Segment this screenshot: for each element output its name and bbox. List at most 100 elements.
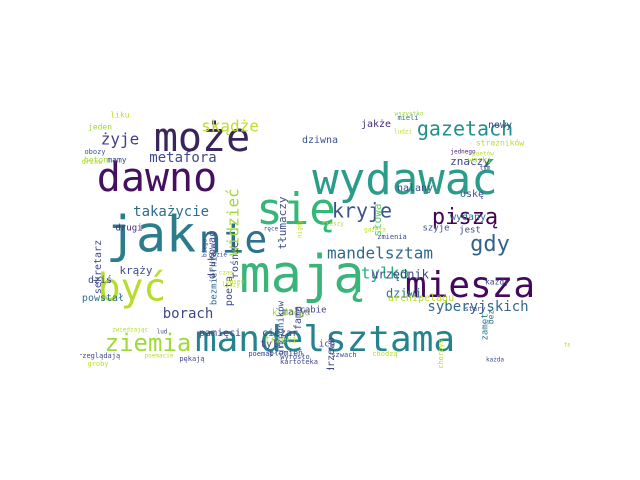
cloud-word: wydawać <box>312 154 497 205</box>
cloud-word: metafora <box>149 150 216 166</box>
cloud-word: nie <box>199 218 268 262</box>
cloud-word: poemacie <box>145 353 174 360</box>
cloud-word: piszą <box>432 205 498 230</box>
cloud-word: gdy <box>470 232 510 257</box>
cloud-word: gazeta <box>364 227 386 234</box>
cloud-word: drzewo <box>326 337 337 370</box>
cloud-word: drukować <box>206 231 218 279</box>
cloud-word: gdzie <box>209 252 227 259</box>
cloud-word: drzew <box>81 158 103 166</box>
cloud-word: bez <box>487 310 496 325</box>
cloud-word: mały <box>282 307 306 318</box>
cloud-word: mają <box>239 245 364 305</box>
cloud-word: miesza <box>405 265 535 306</box>
cloud-word: ich <box>319 340 335 350</box>
cloud-word: rąbie <box>299 306 326 316</box>
cloud-word: gazetach <box>417 117 513 141</box>
cloud-word: urzędnik <box>371 268 430 282</box>
cloud-word: dziwi <box>386 287 422 301</box>
cloud-word: tego <box>564 342 570 349</box>
cloud-word: groby <box>87 360 108 368</box>
cloud-word: stary <box>464 305 485 313</box>
cloud-word: dziwna <box>302 135 338 146</box>
cloud-word: zwiedzając <box>112 327 149 334</box>
cloud-word: życie <box>167 204 209 220</box>
cloud-word: znaczy <box>450 155 490 168</box>
cloud-word: liku <box>110 111 129 120</box>
cloud-word: dziś <box>88 274 112 286</box>
cloud-word: pamięci <box>199 328 241 339</box>
cloud-word: mieli <box>397 114 418 122</box>
cloud-word: kryje <box>332 199 392 223</box>
cloud-word: ziemia <box>105 329 192 357</box>
cloud-word: fama <box>293 306 304 330</box>
cloud-word: chodzą <box>372 350 397 358</box>
cloud-word: worki <box>468 156 492 165</box>
cloud-word: nalany <box>397 183 433 194</box>
cloud-word: jak <box>106 206 196 264</box>
cloud-word: zamęt <box>481 313 491 340</box>
cloud-word: trzeci <box>265 336 298 346</box>
cloud-word: rośnie <box>229 242 241 278</box>
cloud-word: archipelagu <box>388 293 454 304</box>
cloud-word: tłumaczy <box>276 196 289 249</box>
cloud-word: strażników <box>476 138 524 148</box>
cloud-word: żyje <box>101 130 140 149</box>
cloud-word: oskę <box>460 189 484 200</box>
cloud-word: urzędników <box>276 300 287 355</box>
cloud-word: nowy <box>488 120 512 131</box>
cloud-word: każda <box>486 357 504 364</box>
cloud-word: liczy <box>222 282 240 289</box>
cloud-word: ogień <box>226 279 244 286</box>
cloud-word: skądże <box>201 117 259 136</box>
cloud-word: mamy <box>107 156 126 165</box>
cloud-word: poemat <box>248 350 273 358</box>
cloud-word: drugi <box>115 224 142 234</box>
cloud-word: biegu <box>202 239 209 257</box>
cloud-word: tyle <box>260 339 284 350</box>
cloud-word: którego <box>272 308 310 319</box>
cloud-word: jeden <box>88 123 112 132</box>
cloud-word: zmienia <box>377 233 407 241</box>
cloud-word: tylko <box>361 264 409 283</box>
cloud-word: sekretarz <box>93 240 104 294</box>
cloud-word: dawno <box>97 155 217 201</box>
cloud-word: jakże <box>361 119 391 130</box>
cloud-word: poetą <box>224 276 235 306</box>
cloud-word: tym <box>480 165 491 172</box>
cloud-word: beton <box>84 156 108 165</box>
cloud-word: mandelsztama <box>195 319 455 360</box>
cloud-word: kartoteka <box>280 358 318 366</box>
cloud-word: ciężar <box>262 328 298 339</box>
cloud-word: krąży <box>119 264 152 277</box>
cloud-word: może <box>154 115 250 161</box>
cloud-word: jednego <box>450 149 476 156</box>
cloud-word: przeglądają <box>80 352 120 360</box>
cloud-word: jest <box>459 226 481 236</box>
cloud-word: wydany <box>450 212 486 223</box>
cloud-word: obozy <box>84 148 105 156</box>
cloud-word: ludzi <box>394 129 412 136</box>
cloud-word: bezmiernie <box>210 251 220 305</box>
cloud-word: powstał <box>82 293 124 304</box>
cloud-word: syberyjskich <box>427 299 528 315</box>
cloud-word: ręce <box>264 226 279 233</box>
cloud-word: słowa <box>371 203 384 236</box>
cloud-word: się <box>256 184 335 235</box>
cloud-word: cieszy <box>322 221 344 228</box>
cloud-word: wszystko <box>395 111 424 118</box>
cloud-word: borach <box>163 306 214 322</box>
cloud-word: widzieć <box>224 188 243 255</box>
cloud-word: każdy <box>485 278 509 287</box>
cloud-word: szyje <box>422 224 449 234</box>
cloud-word: płomień <box>269 349 303 358</box>
cloud-word: lud <box>157 329 168 336</box>
word-cloud: mają jak wydawać dawno się może być nie miesza ma… <box>80 100 570 371</box>
cloud-word: taka <box>133 204 167 220</box>
cloud-word: nigdy <box>297 220 304 238</box>
cloud-word: mandelsztam <box>327 244 433 263</box>
cloud-word: być <box>98 266 167 310</box>
cloud-word: wyrosło <box>280 353 310 361</box>
cloud-word: szwach <box>331 351 356 359</box>
cloud-word: poetów <box>472 151 494 158</box>
